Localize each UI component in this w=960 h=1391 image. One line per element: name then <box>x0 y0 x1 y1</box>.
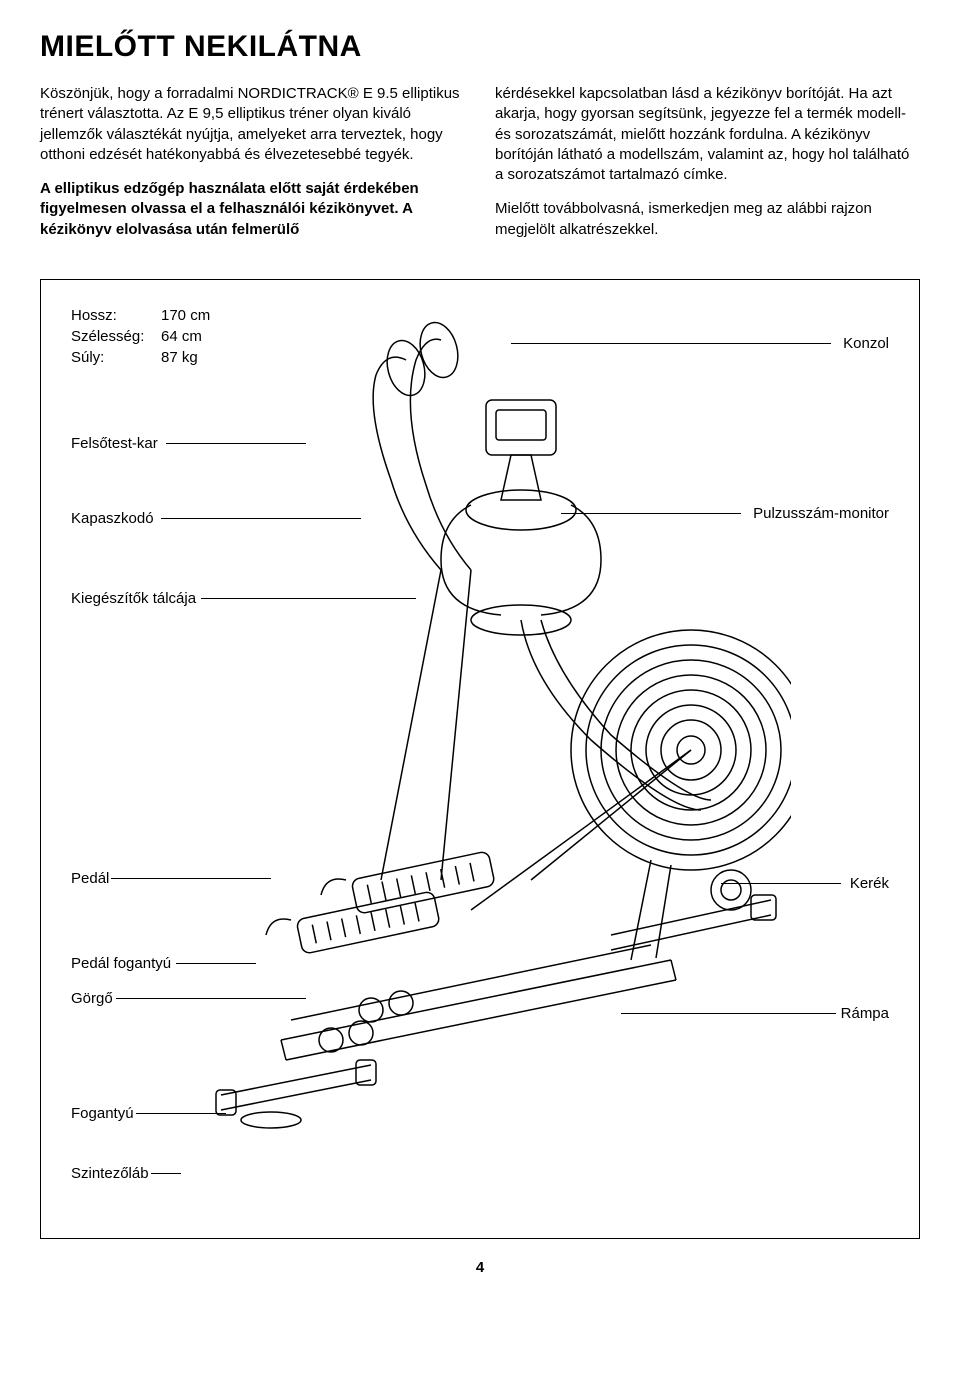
leader-line <box>151 1173 181 1174</box>
elliptical-diagram <box>191 320 791 1190</box>
label-kerek: Kerék <box>850 875 889 892</box>
intro-columns: Köszönjük, hogy a forradalmi NORDICTRACK… <box>40 84 920 254</box>
label-szintezolab: Szintezőláb <box>71 1165 149 1182</box>
label-felsotest-kar: Felsőtest-kar <box>71 435 158 452</box>
spec-label: Súly: <box>71 347 161 368</box>
intro-para-1: Köszönjük, hogy a forradalmi NORDICTRACK… <box>40 84 465 165</box>
specs-table: Hossz: 170 cm Szélesség: 64 cm Súly: 87 … <box>71 305 210 368</box>
intro-para-2: A elliptikus edzőgép használata előtt sa… <box>40 179 465 240</box>
page-title: MIELŐTT NEKILÁTNA <box>40 30 920 64</box>
label-kapaszkodo: Kapaszkodó <box>71 510 154 527</box>
label-fogantyu: Fogantyú <box>71 1105 134 1122</box>
label-gorgo: Görgő <box>71 990 113 1007</box>
label-kiegeszitok-talcaja: Kiegészítők tálcája <box>71 590 196 607</box>
label-konzol: Konzol <box>843 335 889 352</box>
intro-para-3: kérdésekkel kapcsolatban lásd a kéziköny… <box>495 84 920 185</box>
spec-row: Szélesség: 64 cm <box>71 326 210 347</box>
spec-label: Hossz: <box>71 305 161 326</box>
spec-row: Súly: 87 kg <box>71 347 210 368</box>
intro-para-4: Mielőtt továbbolvasná, ismerkedjen meg a… <box>495 199 920 240</box>
label-pedal: Pedál <box>71 870 109 887</box>
spec-row: Hossz: 170 cm <box>71 305 210 326</box>
page-number: 4 <box>40 1259 920 1276</box>
label-rampa: Rámpa <box>841 1005 889 1022</box>
left-column: Köszönjük, hogy a forradalmi NORDICTRACK… <box>40 84 465 254</box>
spec-label: Szélesség: <box>71 326 161 347</box>
right-column: kérdésekkel kapcsolatban lásd a kéziköny… <box>495 84 920 254</box>
label-pedal-fogantyu: Pedál fogantyú <box>71 955 171 972</box>
diagram-container: Hossz: 170 cm Szélesség: 64 cm Súly: 87 … <box>40 279 920 1239</box>
